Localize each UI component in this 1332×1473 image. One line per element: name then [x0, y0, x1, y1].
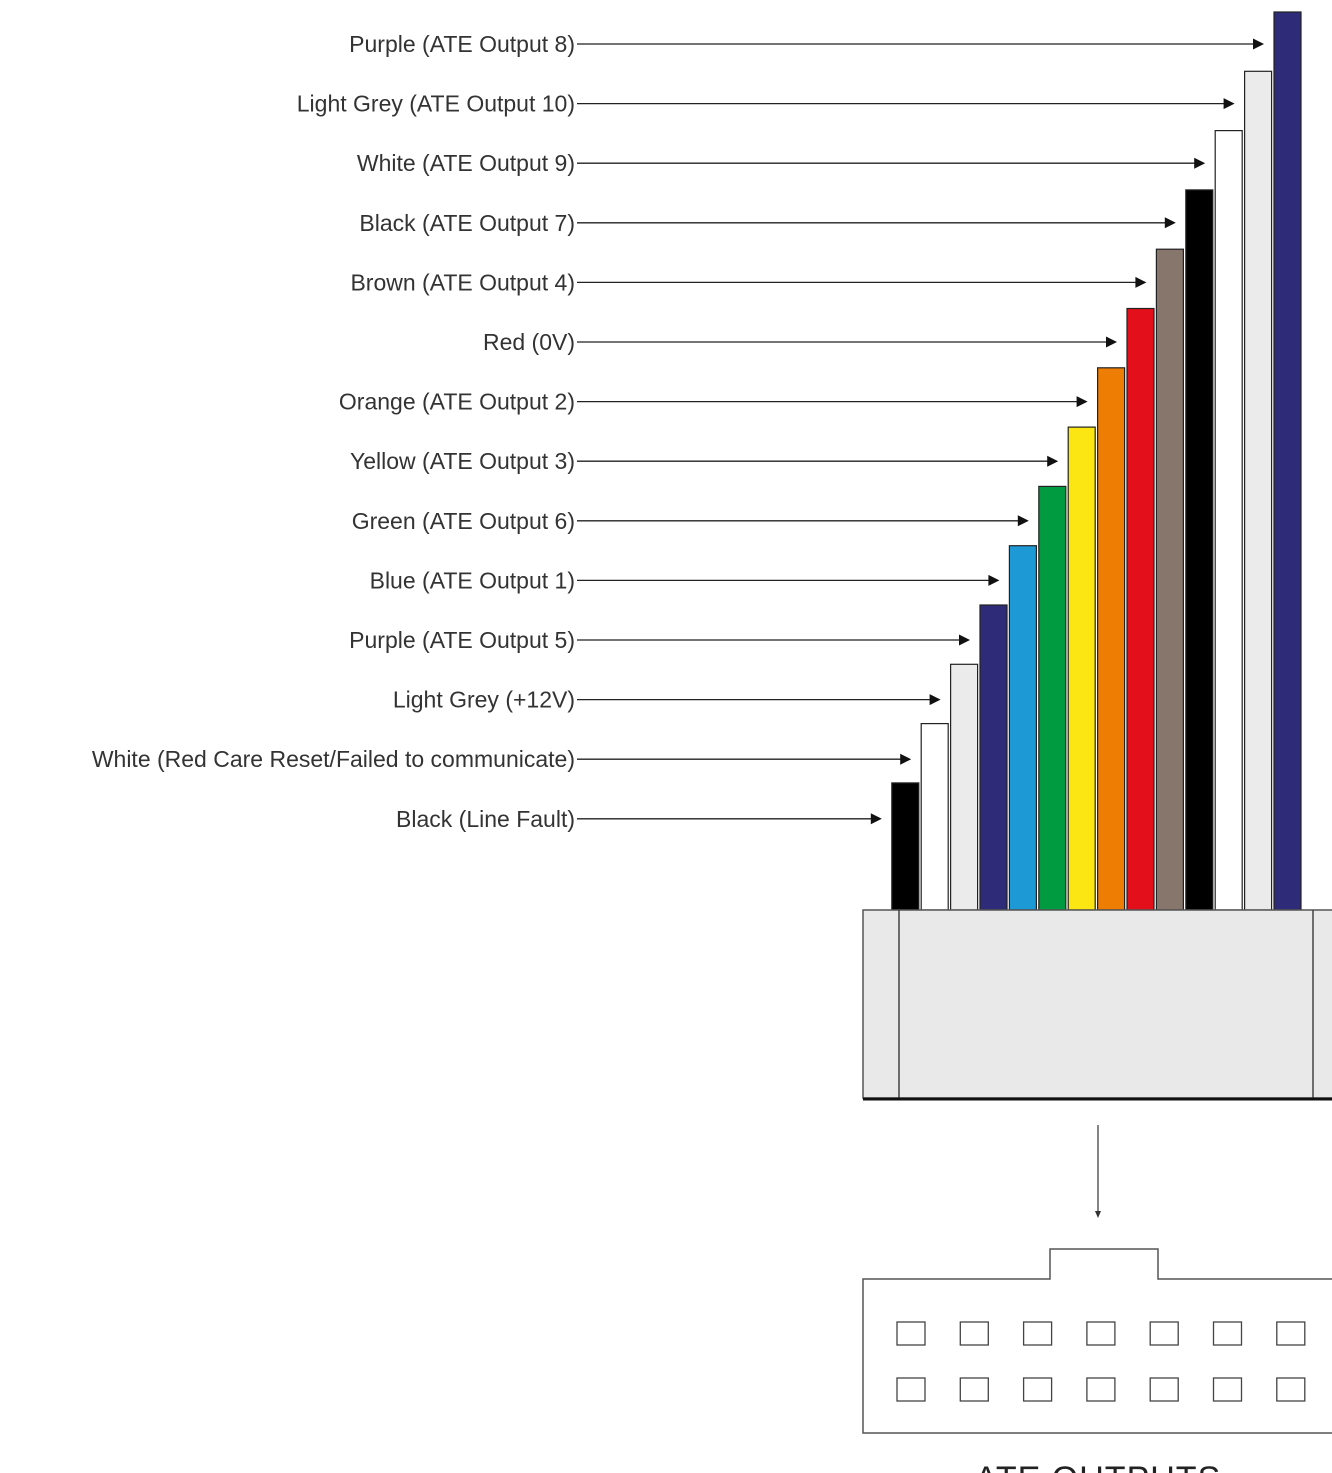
plug-pin-socket [896, 1321, 926, 1346]
connector-title: ATE OUTPUTS [975, 1460, 1222, 1473]
wire-6-conductor [1126, 307, 1155, 911]
wire-12-conductor [949, 663, 979, 911]
wire-4-label: Black (ATE Output 7) [359, 210, 575, 236]
plug-pin-socket [1149, 1321, 1179, 1346]
wire-1-label: Purple (ATE Output 8) [349, 31, 575, 57]
cable-connector-housing [862, 909, 1332, 1101]
plug-pin-socket [1022, 1321, 1053, 1346]
wire-4-conductor [1185, 189, 1214, 911]
wire-11-arrowhead-icon [959, 634, 970, 646]
plug-pin-socket [959, 1377, 989, 1402]
housing-to-plug-pointer [1095, 1125, 1101, 1218]
wire-1-arrowhead-icon [1253, 38, 1264, 50]
wire-8-arrowhead-icon [1047, 455, 1059, 467]
wire-13-label: White (Red Care Reset/Failed to communic… [92, 746, 575, 772]
wire-14-label: Black (Line Fault) [396, 806, 575, 832]
wire-4-arrowhead-icon [1164, 217, 1176, 229]
wire-7-conductor [1096, 367, 1126, 911]
plug-pin-socket [1212, 1377, 1243, 1402]
wire-14-conductor [891, 782, 920, 911]
wire-10-conductor [1008, 545, 1038, 911]
wire-3-conductor [1214, 130, 1243, 911]
plug-face [862, 1248, 1332, 1434]
wire-labels-layer: Purple (ATE Output 8) Light Grey (ATE Out… [92, 31, 1264, 832]
wire-9-conductor [1038, 485, 1067, 911]
plug-pins [896, 1321, 1306, 1402]
wire-1-conductor [1273, 11, 1302, 911]
wire-6-label: Red (0V) [483, 329, 575, 355]
wire-10-arrowhead-icon [988, 574, 1000, 586]
pointer-arrowhead-icon [1095, 1211, 1101, 1218]
wire-13-arrowhead-icon [900, 753, 912, 765]
wire-11-conductor [979, 604, 1008, 911]
wire-6-arrowhead-icon [1106, 336, 1117, 348]
wire-2-label: Light Grey (ATE Output 10) [297, 91, 575, 117]
wire-12-label: Light Grey (+12V) [393, 687, 575, 713]
wire-7-arrowhead-icon [1076, 396, 1088, 408]
plug-pin-socket [1276, 1377, 1306, 1402]
wire-3-label: White (ATE Output 9) [357, 150, 575, 176]
plug-pin-socket [1022, 1377, 1053, 1402]
wire-5-label: Brown (ATE Output 4) [350, 269, 575, 295]
plug-pin-socket [1086, 1377, 1116, 1402]
wire-9-arrowhead-icon [1017, 515, 1029, 527]
plug-pin-socket [1149, 1377, 1179, 1402]
wires-layer [891, 11, 1302, 911]
wire-10-label: Blue (ATE Output 1) [370, 567, 575, 593]
wire-7-label: Orange (ATE Output 2) [339, 389, 575, 415]
wire-8-conductor [1067, 426, 1096, 911]
wire-2-arrowhead-icon [1223, 98, 1235, 110]
wire-3-arrowhead-icon [1194, 157, 1206, 169]
wire-12-arrowhead-icon [929, 694, 941, 706]
housing-body [862, 909, 1332, 1099]
wire-5-arrowhead-icon [1135, 276, 1147, 288]
wire-9-label: Green (ATE Output 6) [352, 508, 575, 534]
plug-pin-socket [896, 1377, 926, 1402]
wire-2-conductor [1243, 70, 1273, 911]
wire-5-conductor [1155, 248, 1185, 911]
wire-8-label: Yellow (ATE Output 3) [350, 448, 575, 474]
plug-pin-socket [959, 1321, 989, 1346]
plug-pin-socket [1086, 1321, 1116, 1346]
plug-pin-socket [1276, 1321, 1306, 1346]
wire-14-arrowhead-icon [870, 813, 882, 825]
wire-13-conductor [920, 722, 949, 911]
plug-pin-socket [1212, 1321, 1243, 1346]
wire-11-label: Purple (ATE Output 5) [349, 627, 575, 653]
